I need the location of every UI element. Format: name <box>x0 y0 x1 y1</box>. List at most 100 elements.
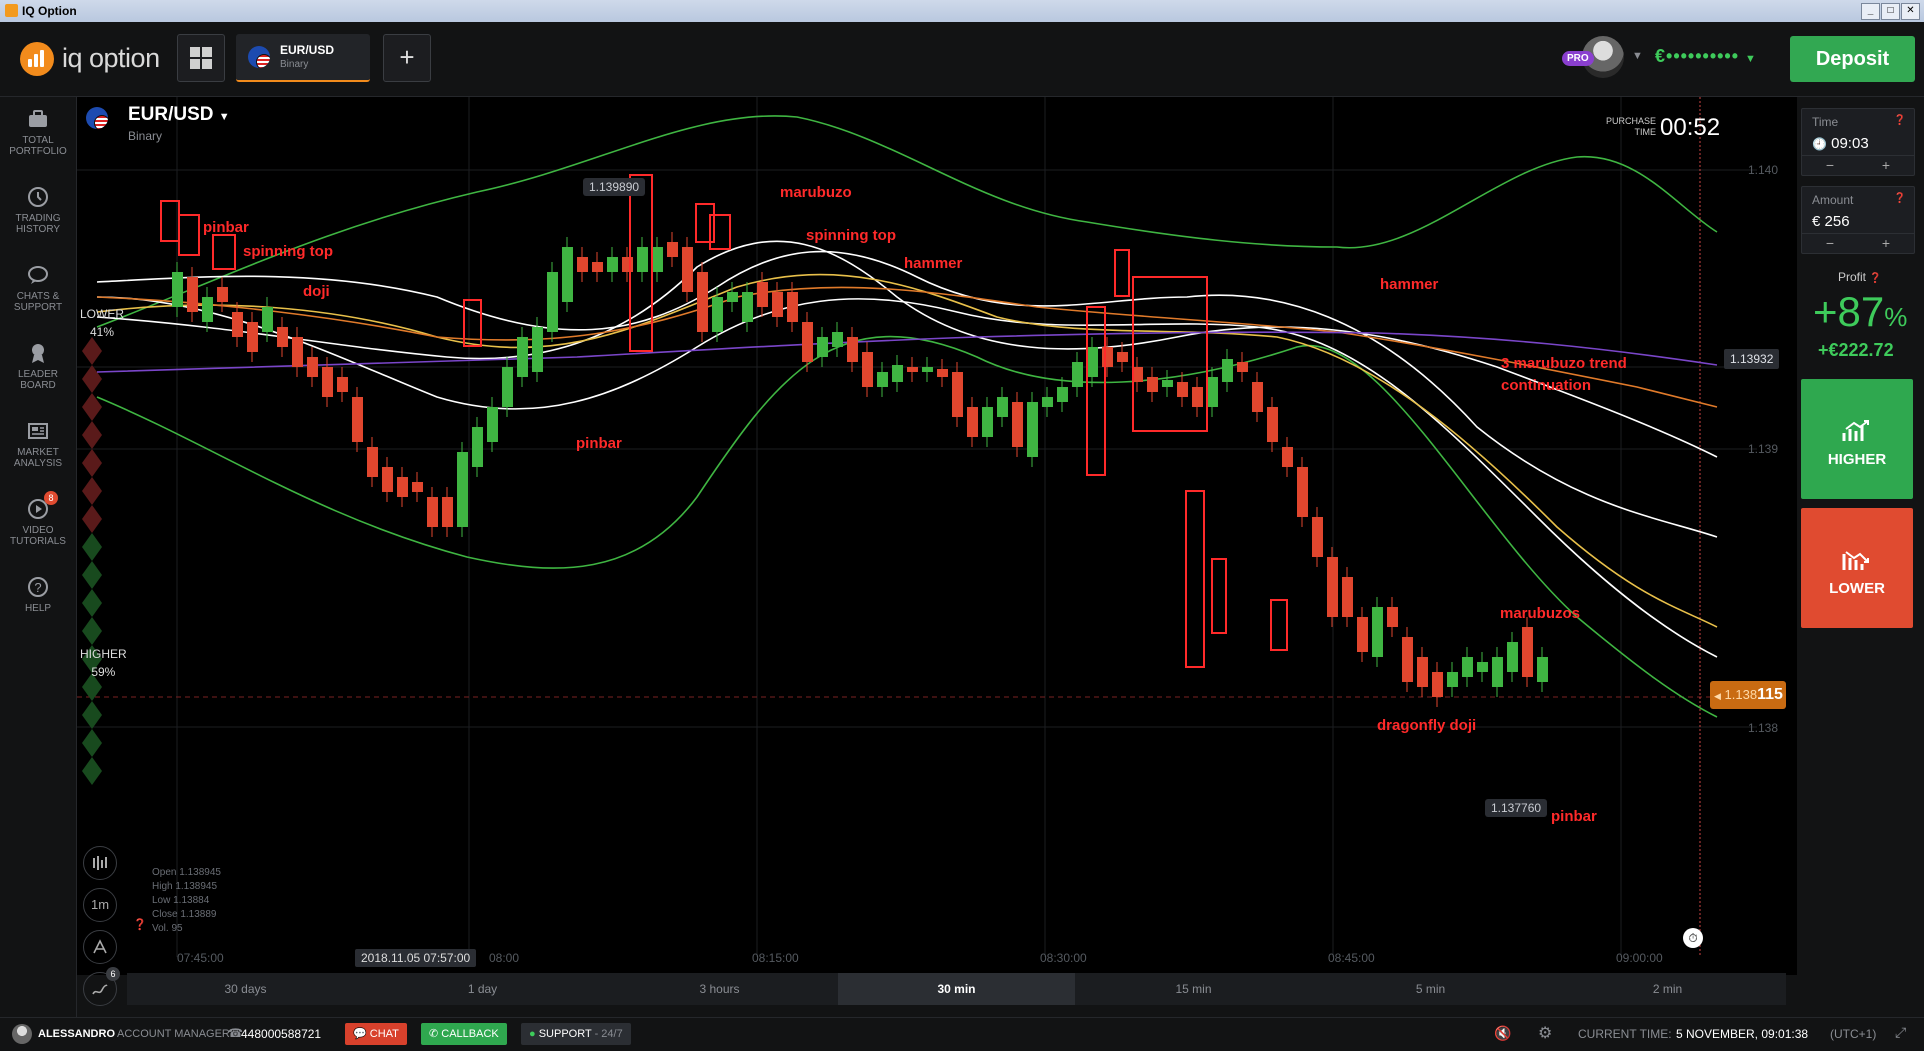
candle-body <box>742 292 753 322</box>
sentiment-marker <box>82 477 102 505</box>
chart-asset-selector[interactable]: EUR/USD ▼ <box>128 104 230 126</box>
footer-username[interactable]: ALESSANDRO <box>38 1028 116 1040</box>
sentiment-marker <box>82 617 102 645</box>
timeframe-2-min[interactable]: 2 min <box>1652 982 1683 996</box>
candle-body <box>1057 387 1068 402</box>
sidebar-item-label: TRADING HISTORY <box>15 213 61 235</box>
sidebar-item-label: VIDEO TUTORIALS <box>10 525 66 547</box>
annotation-box <box>695 203 715 243</box>
fullscreen-icon[interactable]: ⤢ <box>1895 1024 1907 1040</box>
left-sidebar: TOTAL PORTFOLIO TRADING HISTORY CHATS & … <box>0 97 77 1017</box>
candle-body <box>1177 382 1188 397</box>
candle-body <box>1162 380 1173 387</box>
ema-white-line-2 <box>96 250 1718 538</box>
add-asset-button[interactable]: + <box>383 34 431 82</box>
callback-button[interactable]: ✆ CALLBACK <box>421 1023 507 1045</box>
timezone-label: (UTC+1) <box>1830 1027 1877 1041</box>
annotation: dragonfly doji <box>1377 717 1477 734</box>
sidebar-item-market-analysis[interactable]: MARKET ANALYSIS <box>0 419 76 469</box>
candle-body <box>1417 657 1428 687</box>
sidebar-item-help[interactable]: ? HELP <box>0 575 76 614</box>
annotation-box <box>178 214 200 256</box>
phone-icon: ☎ <box>228 1026 243 1040</box>
y-tick-label: 1.139 <box>1748 442 1779 456</box>
amount-value[interactable]: € 256 <box>1812 213 1850 230</box>
sentiment-marker <box>82 645 102 673</box>
logo-icon[interactable] <box>20 42 54 76</box>
timeframe-5-min[interactable]: 5 min <box>1415 982 1446 996</box>
timeframe-button[interactable]: 1m <box>83 888 117 922</box>
time-minus-button[interactable]: − <box>1825 157 1835 173</box>
sidebar-item-leaderboard[interactable]: LEADER BOARD <box>0 341 76 391</box>
higher-button[interactable]: HIGHER <box>1801 379 1913 499</box>
annotation: continuation <box>1501 377 1591 394</box>
sidebar-item-history[interactable]: TRADING HISTORY <box>0 185 76 235</box>
y-tick-label: 1.140 <box>1748 163 1779 177</box>
chevron-down-icon[interactable]: ▼ <box>1632 50 1643 62</box>
annotation: marubuzo <box>780 184 852 201</box>
timeframe-30-days[interactable]: 30 days <box>224 982 267 996</box>
price-chart[interactable] <box>77 97 1797 975</box>
time-plus-button[interactable]: + <box>1881 157 1891 173</box>
chat-button[interactable]: 💬 CHAT <box>345 1023 407 1045</box>
sidebar-item-chats[interactable]: CHATS & SUPPORT <box>0 263 76 313</box>
timeframe-1-day[interactable]: 1 day <box>467 982 498 996</box>
time-value-text: 09:03 <box>1831 135 1869 152</box>
close-window-button[interactable]: ✕ <box>1901 3 1920 20</box>
timeframe-15-min[interactable]: 15 min <box>1175 982 1212 996</box>
minimize-button[interactable]: _ <box>1861 3 1880 20</box>
amount-plus-button[interactable]: + <box>1881 235 1891 251</box>
deposit-button[interactable]: Deposit <box>1790 36 1915 82</box>
candle-body <box>1492 657 1503 687</box>
candle-body <box>457 452 468 527</box>
sidebar-item-portfolio[interactable]: TOTAL PORTFOLIO <box>0 107 76 157</box>
grid-layout-button[interactable] <box>177 34 225 82</box>
annotation-box <box>1114 249 1130 297</box>
profit-info-icon[interactable]: ❓ <box>1869 273 1882 284</box>
chart-asset-type: Binary <box>128 129 163 143</box>
sidebar-item-label: TOTAL PORTFOLIO <box>9 135 67 157</box>
amount-info-icon[interactable]: ❓ <box>1893 193 1906 204</box>
time-info-icon[interactable]: ❓ <box>1893 115 1906 126</box>
candle-body <box>1507 642 1518 672</box>
avatar[interactable] <box>12 1024 32 1044</box>
ohlc-help-icon[interactable]: ❓ <box>133 919 147 931</box>
sentiment-marker <box>82 701 102 729</box>
lower-button[interactable]: LOWER <box>1801 508 1913 628</box>
ohlc-high: High 1.138945 <box>152 881 218 892</box>
candle-body <box>277 327 288 347</box>
time-label: Time <box>1812 115 1839 129</box>
indicator-icon[interactable] <box>83 930 117 964</box>
stopwatch-icon[interactable]: ⏱ <box>1683 928 1703 948</box>
lower-button-label: LOWER <box>1829 580 1885 597</box>
candle-body <box>1042 397 1053 407</box>
sidebar-item-video-tutorials[interactable]: 8 VIDEO TUTORIALS <box>0 491 76 547</box>
drawing-icon[interactable]: 6 <box>83 967 120 1006</box>
current-time-label: CURRENT TIME: <box>1578 1027 1672 1041</box>
chart-type-icon[interactable] <box>83 846 117 880</box>
time-selector[interactable]: Time ❓ 🕘 09:03 − + <box>1801 108 1915 176</box>
bollinger-lower-line <box>96 335 1718 718</box>
balance-display[interactable]: €•••••••••• ▼ <box>1655 46 1757 66</box>
annotation: doji <box>303 283 330 300</box>
sentiment-marker <box>82 505 102 533</box>
annotation-box <box>212 234 236 270</box>
account-manager-phone[interactable]: 448000588721 <box>241 1027 322 1041</box>
support-label: SUPPORT <box>538 1028 592 1040</box>
amount-minus-button[interactable]: − <box>1825 235 1835 251</box>
candle-body <box>757 282 768 307</box>
asset-tab-eurusd[interactable]: EUR/USD Binary <box>236 34 370 82</box>
candle-body <box>1237 362 1248 372</box>
candle-body <box>502 367 513 407</box>
candle-body <box>1537 657 1548 682</box>
annotation: pinbar <box>576 435 622 452</box>
support-button[interactable]: ● SUPPORT - 24/7 <box>521 1023 631 1045</box>
eur-usd-flag-icon <box>248 46 270 68</box>
sentiment-lower-pct: 41% <box>89 325 115 339</box>
sound-off-icon[interactable]: 🔇 <box>1494 1025 1512 1041</box>
amount-selector[interactable]: Amount ❓ € 256 − + <box>1801 186 1915 254</box>
timeframe-30-min[interactable]: 30 min <box>838 973 1075 1005</box>
gear-icon[interactable]: ⚙ <box>1538 1025 1553 1042</box>
timeframe-3-hours[interactable]: 3 hours <box>699 982 740 996</box>
maximize-button[interactable]: □ <box>1881 3 1900 20</box>
